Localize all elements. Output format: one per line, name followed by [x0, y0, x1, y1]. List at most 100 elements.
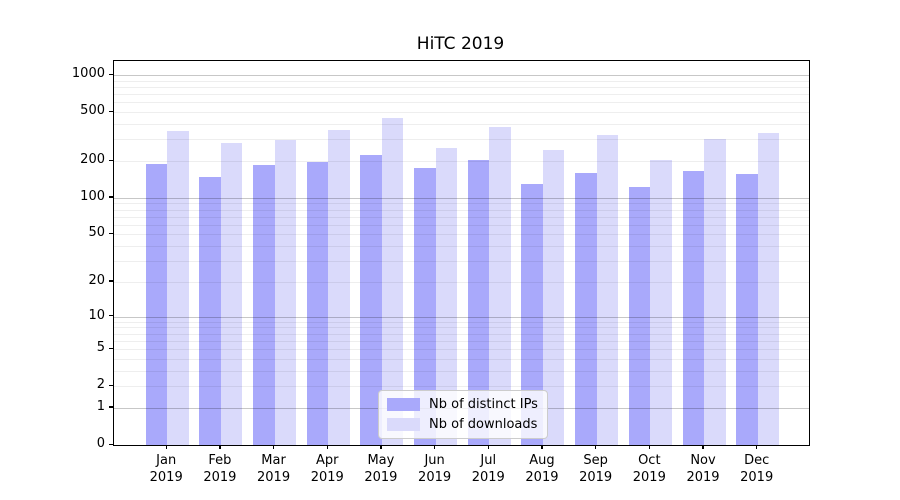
bar-downloads: [542, 149, 565, 445]
y-tick-label: 10: [88, 307, 105, 323]
y-tick-mark: [109, 280, 113, 282]
gridline-minor: [114, 124, 809, 126]
bar-distinct-ips: [360, 154, 382, 445]
x-tick-mark: [756, 445, 758, 450]
gridline-minor: [114, 86, 809, 88]
gridline-minor: [114, 224, 809, 226]
y-tick-mark: [109, 159, 113, 161]
y-tick-mark: [109, 443, 113, 445]
gridline-minor: [114, 203, 809, 205]
bar-distinct-ips: [199, 177, 221, 445]
x-tick-mark: [219, 445, 221, 450]
gridline-minor: [114, 112, 809, 114]
bar-distinct-ips: [521, 184, 543, 445]
y-tick-label: 500: [80, 103, 105, 119]
x-tick-label: Aug 2019: [525, 453, 559, 485]
gridline-minor: [114, 370, 809, 372]
bar-downloads: [704, 139, 726, 445]
gridline-major: [114, 316, 809, 318]
bar-downloads: [596, 134, 619, 445]
y-tick-mark: [109, 110, 113, 112]
bar-downloads: [381, 117, 404, 445]
gridline-minor: [114, 333, 809, 335]
y-tick-label: 100: [80, 188, 105, 204]
gridline-minor: [114, 94, 809, 96]
bar-downloads: [435, 147, 458, 445]
bar-distinct-ips: [682, 170, 704, 445]
gridline-minor: [114, 80, 809, 82]
x-tick-mark: [594, 445, 597, 450]
legend: Nb of distinct IPs Nb of downloads: [378, 390, 548, 439]
x-tick-mark: [165, 445, 167, 450]
gridline-minor: [114, 246, 809, 248]
y-tick-label: 1: [96, 398, 105, 414]
y-tick-mark: [109, 73, 113, 75]
x-tick-mark: [380, 445, 382, 450]
y-tick-label: 20: [88, 272, 105, 288]
legend-swatch-distinct-ips: [387, 398, 420, 411]
bar-distinct-ips: [414, 168, 436, 445]
gridline-minor: [114, 321, 809, 323]
legend-swatch-downloads: [387, 418, 420, 431]
x-tick-label: Apr 2019: [310, 453, 344, 485]
y-tick-label: 200: [80, 152, 105, 167]
plot-area: [113, 60, 810, 446]
x-tick-label: Dec 2019: [740, 453, 774, 485]
y-tick-mark: [109, 196, 113, 198]
bar-distinct-ips: [467, 160, 490, 445]
legend-item-distinct-ips: Nb of distinct IPs: [387, 396, 538, 413]
bar-distinct-ips: [145, 164, 168, 445]
legend-label-downloads: Nb of downloads: [429, 417, 538, 432]
x-tick-label: Oct 2019: [632, 453, 666, 485]
bar-downloads: [220, 143, 243, 445]
gridline-minor: [114, 386, 809, 388]
gridline-minor: [114, 102, 809, 104]
x-tick-label: Nov 2019: [686, 453, 720, 485]
bar-distinct-ips: [736, 173, 758, 445]
gridline-minor: [114, 340, 809, 342]
x-tick-label: Jan 2019: [149, 453, 183, 485]
gridline-minor: [114, 161, 809, 162]
gridline-minor: [114, 261, 809, 263]
y-tick-mark: [109, 384, 113, 386]
x-tick-mark: [702, 445, 704, 450]
bar-distinct-ips: [575, 172, 597, 445]
x-tick-mark: [433, 445, 436, 450]
y-tick-mark: [109, 232, 113, 235]
x-tick-mark: [648, 445, 650, 450]
gridline-minor: [114, 327, 809, 329]
chart-title: HiTC 2019: [416, 34, 505, 54]
y-tick-label: 50: [88, 225, 105, 241]
y-tick-mark: [109, 315, 113, 317]
x-tick-mark: [326, 445, 328, 450]
y-tick-label: 5: [96, 340, 105, 356]
x-tick-mark: [487, 445, 489, 450]
x-tick-label: Sep 2019: [579, 453, 613, 485]
bar-distinct-ips: [306, 162, 329, 445]
x-tick-label: Feb 2019: [203, 453, 237, 485]
gridline-minor: [114, 216, 809, 218]
x-tick-label: May 2019: [364, 453, 398, 485]
bar-downloads: [489, 127, 511, 445]
y-tick-mark: [109, 347, 113, 349]
x-tick-label: Jul 2019: [471, 453, 505, 485]
x-tick-label: Mar 2019: [257, 453, 291, 485]
x-tick-label: Jun 2019: [418, 453, 452, 485]
bar-downloads: [650, 160, 672, 445]
grid-layer: [114, 61, 809, 445]
bar-downloads: [757, 133, 780, 445]
gridline-minor: [114, 281, 809, 283]
gridline-minor: [114, 234, 809, 236]
bar-distinct-ips: [628, 187, 651, 445]
gridline-major: [114, 75, 809, 77]
y-tick-label: 2: [96, 377, 105, 393]
x-tick-mark: [541, 445, 543, 450]
gridline-minor: [114, 139, 809, 141]
legend-label-distinct-ips: Nb of distinct IPs: [429, 397, 538, 412]
gridline-major: [114, 197, 809, 199]
bar-distinct-ips: [253, 165, 275, 445]
x-tick-mark: [272, 445, 275, 450]
y-tick-label: 1000: [71, 66, 105, 82]
bar-downloads: [167, 131, 189, 445]
